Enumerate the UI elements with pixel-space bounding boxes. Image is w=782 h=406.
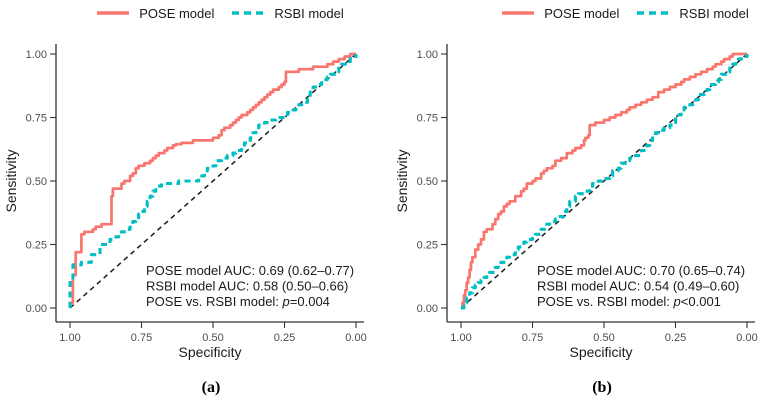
roc-panel-a: POSE model RSBI model 0.00 0.25 0.50 0.75 1.… xyxy=(0,0,391,397)
svg-text:0.75: 0.75 xyxy=(417,112,438,124)
auc-annotation-line3: POSE vs. RSBI model: p<0.001 xyxy=(537,294,721,309)
x-axis-label: Specificity xyxy=(569,344,632,360)
svg-text:0.25: 0.25 xyxy=(274,332,295,344)
auc-annotation-line3: POSE vs. RSBI model: p=0.004 xyxy=(146,294,330,309)
pose-solid-line-icon xyxy=(502,11,535,15)
auc-annotation-line1: POSE model AUC: 0.69 (0.62–0.77) xyxy=(146,263,354,278)
svg-text:0.75: 0.75 xyxy=(26,112,47,124)
svg-text:0.25: 0.25 xyxy=(26,239,47,251)
legend: POSE model RSBI model xyxy=(391,0,782,26)
svg-text:0.00: 0.00 xyxy=(345,332,366,344)
svg-text:0.75: 0.75 xyxy=(522,332,543,344)
svg-text:0.25: 0.25 xyxy=(417,239,438,251)
y-axis-label: Sensitivity xyxy=(3,149,19,212)
svg-text:1.00: 1.00 xyxy=(26,49,47,61)
auc-annotation-line2: RSBI model AUC: 0.54 (0.49–0.60) xyxy=(537,279,739,294)
legend-label-rsbi: RSBI model xyxy=(679,5,749,21)
svg-text:0.50: 0.50 xyxy=(417,176,438,188)
panel-label-a: (a) xyxy=(202,379,221,396)
rsbi-dashed-line-icon xyxy=(637,11,670,15)
svg-text:1.00: 1.00 xyxy=(450,332,471,344)
legend-label-pose: POSE model xyxy=(544,5,620,21)
legend-item-rsbi: RSBI model xyxy=(636,5,749,21)
y-axis-label: Sensitivity xyxy=(394,149,410,212)
auc-annotation-line1: POSE model AUC: 0.70 (0.65–0.74) xyxy=(537,263,745,278)
pose-solid-line-icon xyxy=(97,11,130,15)
plot-area: 0.00 0.25 0.50 0.75 1.00 1.00 0.75 0.50 0.25 0.00 xyxy=(417,44,758,344)
roc-panel-b: POSE model RSBI model 0.00 0.25 0.50 0.75 1.… xyxy=(391,0,782,406)
legend-item-pose: POSE model xyxy=(96,6,214,21)
x-axis-label: Specificity xyxy=(178,344,241,360)
auc-annotation-line2: RSBI model AUC: 0.58 (0.50–0.66) xyxy=(146,279,348,294)
roc-chart-a: 0.000.250.500.751.001.00 0.75 0.50 0.25 0.00… xyxy=(3,44,367,396)
svg-text:0.50: 0.50 xyxy=(202,332,223,344)
legend: POSE model RSBI model xyxy=(0,0,391,26)
plot-area: 0.00 0.25 0.50 0.75 1.00 1.00 0.75 0.50 0.25 0.00 xyxy=(26,44,367,344)
roc-chart-b: 0.000.250.500.751.001.00 0.75 0.50 0.25 0.00… xyxy=(394,44,758,396)
panel-label-b: (b) xyxy=(592,379,612,396)
svg-text:0.00: 0.00 xyxy=(26,303,47,315)
svg-text:0.50: 0.50 xyxy=(26,176,47,188)
legend-item-pose: POSE model xyxy=(501,6,619,21)
svg-text:1.00: 1.00 xyxy=(59,332,80,344)
svg-text:0.50: 0.50 xyxy=(593,332,614,344)
svg-text:0.75: 0.75 xyxy=(131,332,152,344)
svg-text:1.00: 1.00 xyxy=(417,49,438,61)
legend-label-rsbi: RSBI model xyxy=(274,5,344,21)
legend-item-rsbi: RSBI model xyxy=(231,5,344,21)
legend-label-pose: POSE model xyxy=(139,5,215,21)
rsbi-dashed-line-icon xyxy=(232,11,265,15)
svg-text:0.00: 0.00 xyxy=(736,332,757,344)
svg-text:0.25: 0.25 xyxy=(665,332,686,344)
svg-text:0.00: 0.00 xyxy=(417,303,438,315)
